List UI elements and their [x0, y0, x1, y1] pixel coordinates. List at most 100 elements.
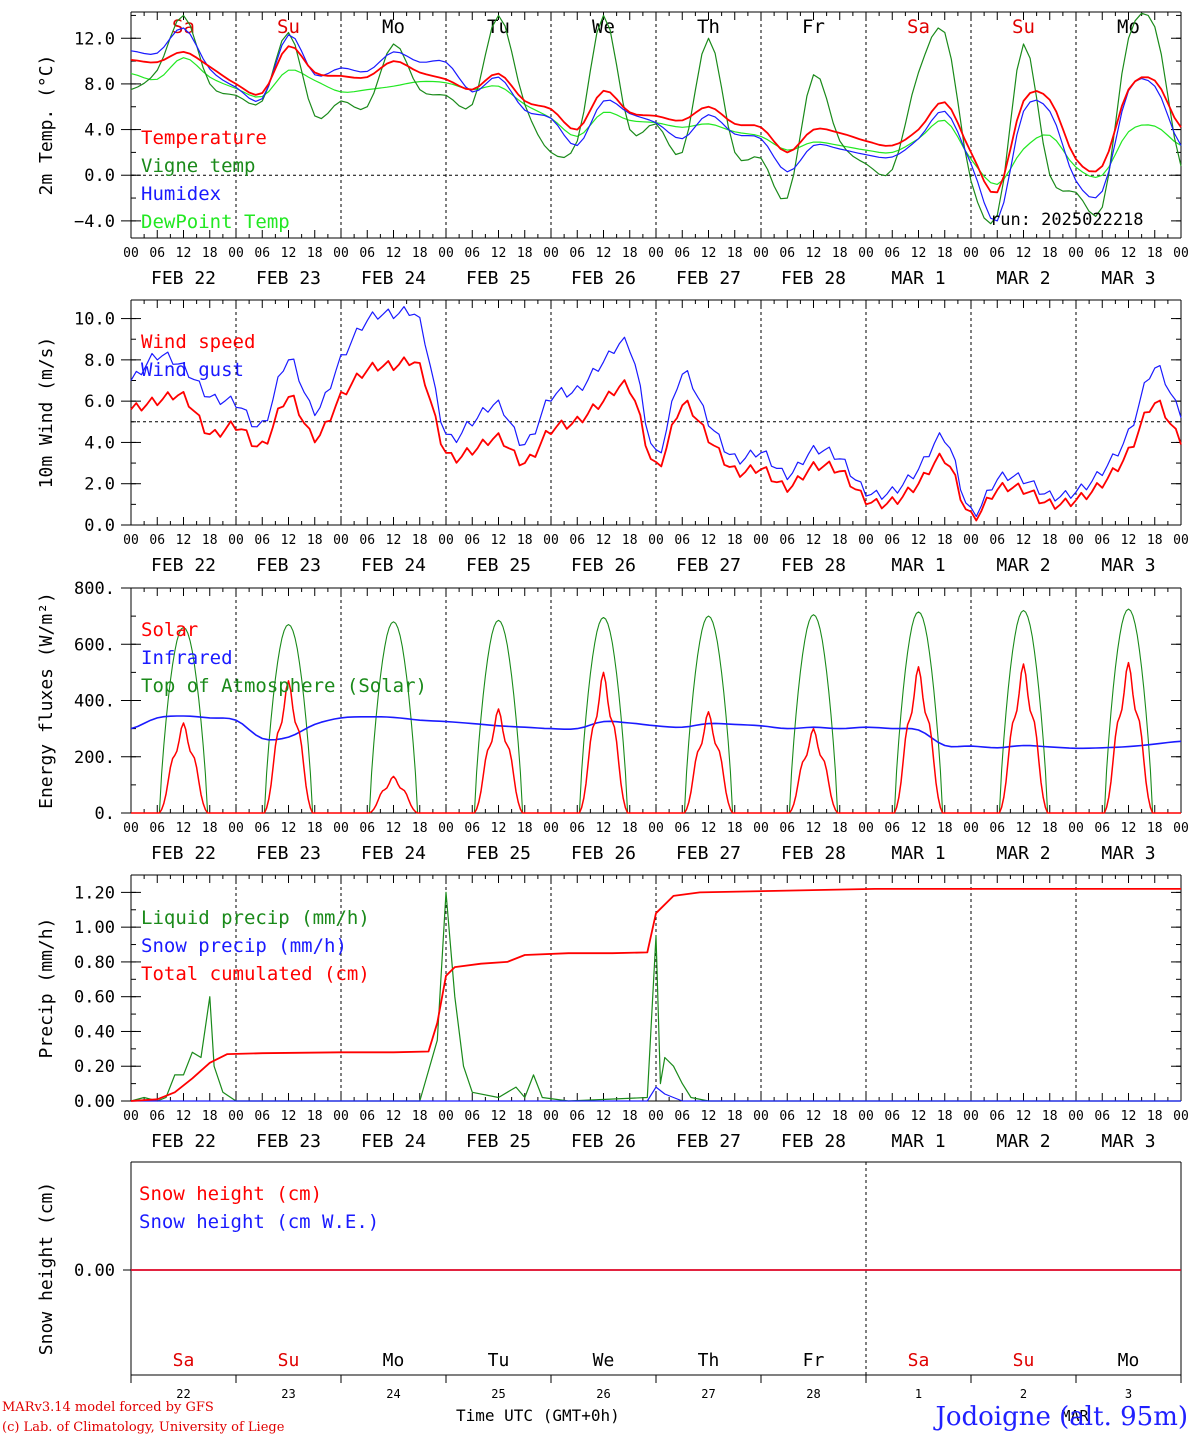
flux-hour-tick-label: 18	[937, 821, 953, 836]
temp-day-label: Th	[697, 16, 720, 38]
snow-day-number: 28	[806, 1387, 820, 1401]
precip-hour-tick-label: 00	[648, 1109, 664, 1124]
flux-hour-tick-label: 18	[307, 821, 323, 836]
temp-hour-tick-label: 12	[1121, 246, 1137, 261]
flux-series-infrared	[130, 715, 1182, 750]
flux-hour-tick-label: 00	[228, 821, 244, 836]
precip-legend-entry: Total cumulated (cm)	[141, 963, 370, 985]
flux-legend-entry: Solar	[141, 619, 198, 641]
temp-date-label: FEB 24	[361, 268, 426, 289]
precip-legend-entry: Snow precip (mm/h)	[141, 935, 347, 957]
precip-date-label: FEB 25	[466, 1131, 531, 1152]
wind-date-label: FEB 26	[571, 555, 636, 576]
wind-hour-tick-label: 06	[254, 533, 270, 548]
temp-hour-tick-label: 00	[753, 246, 769, 261]
temp-hour-tick-label: 12	[1016, 246, 1032, 261]
flux-series-solar	[131, 661, 1181, 814]
wind-hour-tick-label: 00	[333, 533, 349, 548]
flux-date-label: MAR 1	[891, 843, 945, 864]
snow-legend-entry: Snow height (cm W.E.)	[139, 1211, 379, 1233]
wind-hour-tick-label: 12	[386, 533, 402, 548]
wind-hour-tick-label: 12	[701, 533, 717, 548]
wind-date-label: FEB 23	[256, 555, 321, 576]
wind-ytick-label: 8.0	[84, 351, 115, 371]
temp-hour-tick-label: 06	[254, 246, 270, 261]
snow-ylabel: Snow height (cm)	[36, 1182, 57, 1355]
snow-day-label: Fr	[803, 1350, 825, 1371]
flux-hour-tick-label: 12	[806, 821, 822, 836]
temp-hour-tick-label: 00	[648, 246, 664, 261]
wind-hour-tick-label: 06	[569, 533, 585, 548]
snow-day-number: 3	[1125, 1387, 1132, 1401]
flux-hour-tick-label: 00	[753, 821, 769, 836]
wind-hour-tick-label: 18	[727, 533, 743, 548]
flux-ytick-label: 800.	[74, 579, 115, 599]
temp-hour-tick-label: 12	[491, 246, 507, 261]
precip-hour-tick-label: 00	[228, 1109, 244, 1124]
snow-day-number: 1	[915, 1387, 922, 1401]
temp-date-label: FEB 27	[676, 268, 741, 289]
wind-hour-tick-label: 18	[1147, 533, 1163, 548]
wind-date-label: FEB 24	[361, 555, 426, 576]
temp-hour-tick-label: 18	[832, 246, 848, 261]
wind-hour-tick-label: 18	[1042, 533, 1058, 548]
flux-hour-tick-label: 00	[858, 821, 874, 836]
run-label: run: 2025022218	[990, 210, 1144, 230]
precip-hour-tick-label: 06	[1094, 1109, 1110, 1124]
temp-ytick-label: 12.0	[74, 29, 115, 49]
wind-hour-tick-label: 00	[648, 533, 664, 548]
wind-hour-tick-label: 12	[281, 533, 297, 548]
wind-hour-tick-label: 00	[1068, 533, 1084, 548]
wind-frame	[130, 299, 1182, 526]
flux-hour-tick-label: 18	[1042, 821, 1058, 836]
flux-date-label: MAR 2	[996, 843, 1050, 864]
temp-date-label: FEB 28	[781, 268, 846, 289]
precip-hour-tick-label: 12	[1121, 1109, 1137, 1124]
temp-date-label: FEB 22	[151, 268, 216, 289]
flux-hour-tick-label: 18	[832, 821, 848, 836]
precip-hour-tick-label: 06	[779, 1109, 795, 1124]
flux-hour-tick-label: 18	[517, 821, 533, 836]
snow-day-number: 25	[491, 1387, 505, 1401]
wind-hour-tick-label: 06	[1094, 533, 1110, 548]
wind-date-label: MAR 3	[1101, 555, 1155, 576]
temp-day-label: Sa	[907, 16, 930, 38]
wind-hour-tick-label: 06	[884, 533, 900, 548]
precip-ytick-label: 1.00	[74, 918, 115, 938]
flux-hour-tick-label: 06	[674, 821, 690, 836]
temp-hour-tick-label: 06	[464, 246, 480, 261]
snow-day-number: 24	[386, 1387, 400, 1401]
wind-hour-tick-label: 18	[937, 533, 953, 548]
wind-hour-tick-label: 12	[911, 533, 927, 548]
wind-ytick-label: 10.0	[74, 310, 115, 330]
wind-series-wind-gust	[130, 306, 1182, 518]
snow-day-number: 27	[701, 1387, 715, 1401]
model-credit: MARv3.14 model forced by GFS	[2, 1400, 214, 1415]
precip-ylabel: Precip (mm/h)	[36, 918, 57, 1059]
flux-hour-tick-label: 06	[464, 821, 480, 836]
temp-hour-tick-label: 00	[228, 246, 244, 261]
wind-hour-tick-label: 00	[543, 533, 559, 548]
flux-hour-tick-label: 06	[1094, 821, 1110, 836]
temp-ytick-label: 8.0	[84, 75, 115, 95]
wind-hour-tick-label: 00	[858, 533, 874, 548]
temp-hour-tick-label: 12	[806, 246, 822, 261]
flux-hour-tick-label: 18	[727, 821, 743, 836]
wind-ytick-label: 2.0	[84, 475, 115, 495]
snow-day-label: We	[593, 1350, 615, 1371]
precip-date-label: FEB 23	[256, 1131, 321, 1152]
temp-series-humidex	[130, 27, 1182, 222]
flux-legend-entry: Top of Atmosphere (Solar)	[141, 675, 427, 697]
wind-legend-entry: Wind speed	[141, 331, 255, 353]
precip-hour-tick-label: 06	[569, 1109, 585, 1124]
wind-hour-tick-label: 18	[832, 533, 848, 548]
wind-hour-tick-label: 00	[753, 533, 769, 548]
temp-hour-tick-label: 00	[963, 246, 979, 261]
precip-hour-tick-label: 12	[911, 1109, 927, 1124]
wind-hour-tick-label: 00	[228, 533, 244, 548]
flux-date-label: MAR 3	[1101, 843, 1155, 864]
wind-legend-entry: Wind gust	[141, 359, 244, 381]
temp-legend-entry: Vigne temp	[141, 155, 255, 177]
temp-hour-tick-label: 12	[596, 246, 612, 261]
wind-date-label: MAR 1	[891, 555, 945, 576]
